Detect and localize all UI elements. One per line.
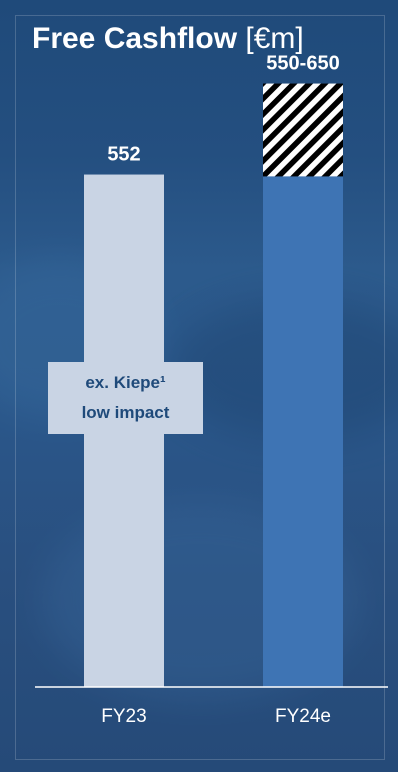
callout-line-2: low impact [81, 403, 170, 422]
tick-label-fy24e: FY24e [275, 706, 331, 727]
chart-title: Free Cashflow [€m] [32, 22, 304, 56]
data-label-fy23: 552 [107, 144, 140, 166]
callout-line-1: ex. Kiepe¹ [85, 373, 166, 392]
bar-fy24e [263, 176, 343, 687]
tick-label-fy23: FY23 [101, 706, 146, 727]
fy23-callout-box: ex. Kiepe¹ low impact [48, 362, 203, 434]
chart-panel [15, 15, 385, 760]
data-label-fy24e: 550-650 [266, 53, 339, 75]
chart-title-main: Free Cashflow [32, 22, 238, 55]
chart-title-unit: [€m] [245, 22, 304, 55]
bar-range-hatch-fy24e [263, 83, 343, 177]
